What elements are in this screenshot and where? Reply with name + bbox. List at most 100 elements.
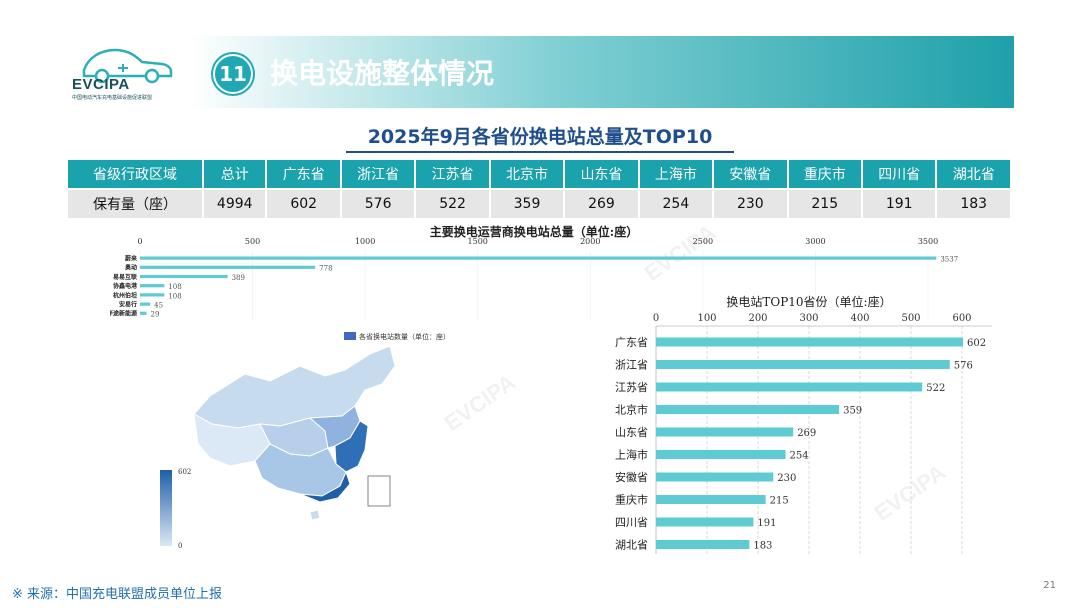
data-label: 576 (954, 361, 973, 372)
province-top10-bar-chart: 换电站TOP10省份（单位:座） 0 100 200 300 400 500 600 广东省 60… (615, 294, 992, 554)
category-label: 重庆市 (615, 493, 648, 507)
data-label: 602 (967, 338, 986, 349)
bar (140, 274, 228, 279)
range-max-label: 602 (178, 468, 191, 476)
bar (656, 360, 950, 369)
summary-value-row: 保有量（座） 4994 602 576 522 359 269 254 230 … (68, 188, 1010, 218)
x-tick-label: 300 (799, 313, 818, 324)
data-label: 254 (790, 451, 809, 462)
data-label: 108 (168, 283, 181, 291)
category-label: 杭州伯坦 (113, 291, 137, 299)
map-legend: 各省换电站数量（单位：座） (344, 332, 450, 341)
table-cell: 522 (416, 188, 489, 218)
category-label: 江苏省 (615, 381, 648, 394)
x-tick-label: 500 (901, 313, 920, 324)
table-cell: 4994 (204, 188, 266, 218)
table-cell: 254 (639, 188, 713, 218)
category-label: 安徽省 (615, 470, 648, 484)
table-header-cell: 北京市 (490, 160, 564, 188)
category-label: 伴途新能源 (110, 310, 137, 318)
data-label: 215 (770, 496, 789, 507)
x-tick-label: 200 (748, 313, 767, 324)
section-title: 换电设施整体情况 (270, 57, 495, 90)
data-label: 230 (777, 473, 796, 484)
summary-table: 省级行政区域 总计 广东省 浙江省 江苏省 北京市 山东省 上海市 安徽省 重庆… (66, 160, 1012, 218)
bar (656, 427, 794, 437)
data-label: 108 (168, 292, 181, 300)
range-gradient (160, 470, 172, 546)
bar (140, 293, 165, 297)
x-tick-label: 3000 (805, 237, 825, 246)
category-label: 奥动 (125, 264, 137, 272)
table-header-cell: 上海市 (639, 160, 713, 188)
category-label: 协鑫电港 (113, 282, 138, 290)
watermark: EVCIPA (439, 369, 520, 436)
table-header-cell: 总计 (204, 160, 266, 188)
category-label: 北京市 (615, 403, 648, 417)
category-label: 安易行 (119, 301, 137, 309)
x-tick-label: 0 (137, 237, 142, 246)
map-provinces (193, 345, 396, 521)
bar (140, 311, 147, 315)
data-label: 359 (843, 406, 862, 417)
south-sea-inset (367, 475, 391, 507)
map-region-hainan (309, 509, 321, 521)
bar (656, 450, 786, 459)
table-header-cell: 广东省 (267, 160, 340, 188)
table-cell: 359 (490, 188, 564, 218)
legend-label: 各省换电站数量（单位：座） (359, 332, 450, 341)
bar (140, 265, 316, 269)
legend-swatch (344, 332, 356, 340)
category-label: 湖北省 (615, 539, 648, 552)
map-range-legend: 602 0 (160, 468, 191, 550)
bar (656, 337, 964, 347)
bar (656, 517, 754, 527)
table-header-cell: 安徽省 (714, 160, 787, 188)
data-label: 3537 (940, 256, 958, 264)
category-label: 蔚来 (125, 255, 138, 263)
table-header-cell: 四川省 (862, 160, 936, 188)
x-tick-label: 2000 (580, 237, 600, 246)
x-tick-label: 100 (697, 313, 716, 324)
x-tick-label: 3500 (918, 237, 938, 246)
header-band (190, 36, 1014, 108)
title-underline (346, 151, 734, 153)
page-number: 21 (1043, 580, 1056, 591)
operator-bar-chart: 主要换电运营商换电站总量（单位:座） 0 500 1000 1500 2000 2500 30… (110, 224, 958, 320)
table-header-cell: 浙江省 (341, 160, 415, 188)
logo-subtitle: 中国电动汽车充电基础设施促进联盟 (72, 95, 153, 101)
category-label: 上海市 (615, 448, 648, 462)
category-label: 浙江省 (615, 359, 648, 372)
x-tick-label: 0 (653, 313, 659, 324)
table-cell: 576 (341, 188, 415, 218)
range-min-label: 0 (178, 542, 182, 550)
data-label: 29 (151, 311, 160, 319)
data-label: 191 (757, 518, 776, 529)
data-label: 522 (926, 383, 945, 394)
table-cell: 191 (862, 188, 936, 218)
summary-header-row: 省级行政区域 总计 广东省 浙江省 江苏省 北京市 山东省 上海市 安徽省 重庆… (68, 160, 1010, 188)
table-header-cell: 山东省 (565, 160, 638, 188)
category-label: 山东省 (615, 426, 648, 439)
china-choropleth-map: 各省换电站数量（单位：座） 602 0 (160, 332, 450, 550)
map-region-guangdong (299, 470, 351, 503)
table-cell: 215 (788, 188, 861, 218)
table-header-cell: 江苏省 (416, 160, 489, 188)
category-label: 广东省 (615, 336, 648, 349)
map-region-north (193, 345, 396, 429)
table-header-cell: 省级行政区域 (68, 160, 202, 188)
source-note: ※ 来源：中国充电联盟成员单位上报 (12, 587, 223, 602)
bar (140, 302, 151, 306)
data-label: 45 (154, 302, 163, 310)
page-title: 2025年9月各省份换电站总量及TOP10 (367, 126, 713, 148)
logo-brand: EVCIPA (72, 76, 130, 93)
table-cell: 230 (714, 188, 787, 218)
x-tick-label: 1000 (355, 237, 375, 246)
x-tick-label: 400 (850, 313, 869, 324)
table-header-cell: 湖北省 (937, 160, 1010, 188)
bar (140, 256, 937, 260)
data-label: 183 (753, 541, 772, 552)
section-number-badge: 11 (213, 54, 253, 94)
category-label: 四川省 (615, 516, 648, 529)
data-label: 269 (797, 428, 816, 439)
